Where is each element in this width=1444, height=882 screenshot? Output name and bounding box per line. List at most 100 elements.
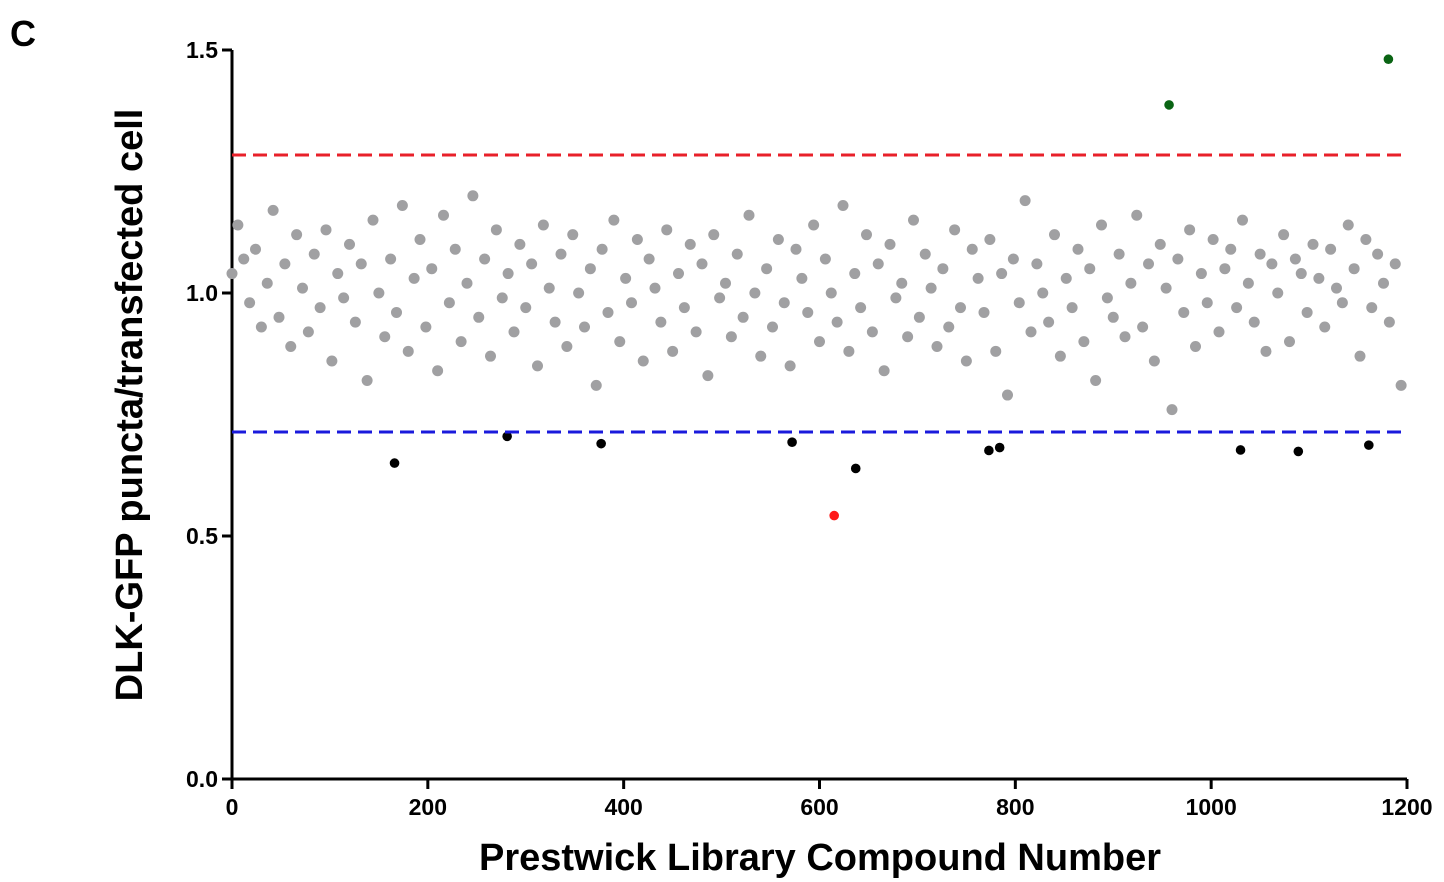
data-point	[1143, 258, 1154, 270]
data-point	[414, 234, 426, 246]
data-point	[314, 302, 326, 314]
data-point	[955, 302, 966, 314]
data-point	[896, 277, 908, 289]
data-point	[1031, 258, 1043, 270]
y-tick-label: 1.5	[186, 37, 218, 63]
data-point	[1178, 306, 1190, 318]
data-point	[332, 268, 344, 280]
data-point	[1313, 272, 1325, 284]
data-point	[344, 238, 355, 250]
data-point	[285, 340, 297, 352]
data-point	[749, 287, 761, 299]
data-point	[796, 272, 808, 284]
data-point	[1207, 234, 1219, 246]
data-point	[996, 268, 1008, 280]
y-axis-title: DLK-GFP puncta/transfected cell	[109, 109, 151, 702]
data-point	[590, 379, 602, 391]
data-point	[596, 243, 608, 255]
data-point	[1331, 282, 1342, 294]
data-point	[631, 234, 643, 246]
data-point	[850, 463, 861, 474]
data-point	[802, 306, 814, 318]
data-point	[1007, 253, 1019, 265]
data-point	[279, 258, 291, 270]
data-point	[455, 336, 467, 348]
data-point	[960, 355, 972, 367]
data-point	[543, 282, 555, 294]
data-point	[984, 234, 996, 246]
data-point	[1125, 277, 1137, 289]
data-point	[1254, 248, 1266, 260]
data-point	[255, 321, 267, 333]
data-point	[784, 360, 796, 372]
data-point	[602, 306, 614, 318]
data-point	[1242, 277, 1254, 289]
data-point	[649, 282, 661, 294]
data-point	[978, 306, 990, 318]
data-point	[678, 302, 690, 314]
data-point	[919, 248, 931, 260]
data-point	[226, 268, 238, 280]
data-point	[761, 263, 773, 275]
data-point	[579, 321, 590, 333]
data-point	[925, 282, 937, 294]
data-point	[1025, 326, 1037, 338]
data-point	[261, 277, 273, 289]
data-point	[1090, 374, 1102, 386]
data-point	[937, 263, 949, 275]
data-point	[1231, 302, 1243, 314]
data-point	[1360, 234, 1372, 246]
data-point	[1096, 219, 1107, 231]
data-point	[1378, 277, 1389, 289]
x-tick-label: 0	[226, 794, 239, 820]
data-point	[1148, 355, 1160, 367]
data-point	[596, 438, 606, 449]
data-point	[567, 229, 579, 241]
data-point	[743, 209, 755, 221]
data-point	[508, 326, 520, 338]
data-point	[661, 224, 673, 236]
data-point	[1248, 316, 1260, 328]
panel-label: C	[10, 13, 36, 54]
data-point	[561, 340, 573, 352]
data-point	[731, 248, 743, 260]
data-point	[479, 253, 491, 265]
data-point	[908, 214, 919, 226]
data-point	[432, 365, 444, 377]
data-point	[1354, 350, 1366, 362]
x-tick-label: 1000	[1186, 794, 1237, 820]
data-point	[1190, 340, 1201, 352]
data-point	[1113, 248, 1125, 260]
data-point	[708, 229, 720, 241]
data-point	[778, 297, 790, 309]
data-point	[1019, 195, 1031, 207]
data-point	[1301, 306, 1313, 318]
data-point	[532, 360, 543, 372]
data-point	[584, 263, 596, 275]
data-point	[1225, 243, 1237, 255]
data-point	[1060, 272, 1072, 284]
x-tick-label: 600	[800, 794, 838, 820]
data-point	[389, 458, 400, 468]
data-point	[232, 219, 244, 231]
data-point	[725, 331, 737, 343]
data-point	[1043, 316, 1055, 328]
data-point	[626, 297, 637, 309]
data-point	[1278, 229, 1290, 241]
data-point	[772, 234, 784, 246]
data-point	[884, 238, 896, 250]
data-point	[825, 287, 837, 299]
data-point	[931, 340, 943, 352]
data-point	[1160, 282, 1172, 294]
data-point	[696, 258, 708, 270]
data-point	[537, 219, 549, 231]
data-point	[1072, 243, 1084, 255]
data-point	[878, 365, 890, 377]
data-point	[1195, 268, 1207, 280]
data-point	[496, 292, 508, 304]
data-point	[396, 200, 408, 212]
data-point	[555, 248, 567, 260]
data-point	[1037, 287, 1049, 299]
data-point	[473, 311, 485, 323]
